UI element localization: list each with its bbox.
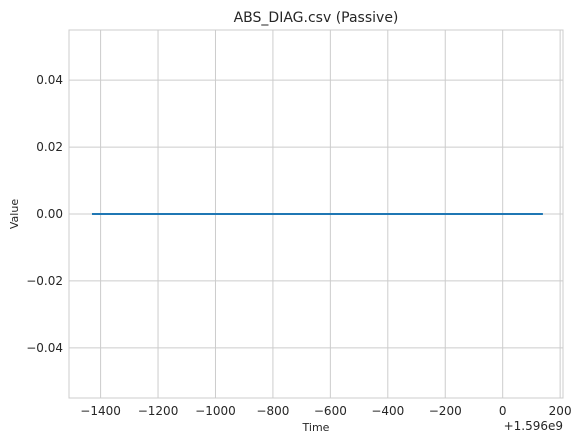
x-tick-label: −1400 bbox=[80, 404, 121, 418]
y-axis-label: Value bbox=[8, 199, 21, 229]
x-tick-label: −1200 bbox=[138, 404, 179, 418]
x-axis-ticks: −1400 −1200 −1000 −800 −600 −400 −200 0 200 bbox=[80, 404, 571, 418]
x-tick-label: −400 bbox=[371, 404, 404, 418]
chart-title: ABS_DIAG.csv (Passive) bbox=[234, 10, 399, 26]
plot-area bbox=[68, 29, 564, 399]
y-axis-ticks: −0.04 −0.02 0.00 0.02 0.04 bbox=[26, 73, 63, 355]
x-tick-label: −800 bbox=[256, 404, 289, 418]
y-tick-label: 0.02 bbox=[36, 140, 63, 154]
x-tick-label: 200 bbox=[549, 404, 572, 418]
y-tick-label: −0.04 bbox=[26, 341, 63, 355]
x-tick-label: −200 bbox=[429, 404, 462, 418]
y-tick-label: 0.04 bbox=[36, 73, 63, 87]
y-tick-label: 0.00 bbox=[36, 207, 63, 221]
x-tick-label: −1000 bbox=[195, 404, 236, 418]
x-axis-offset-label: +1.596e9 bbox=[504, 419, 563, 433]
x-tick-label: −600 bbox=[314, 404, 347, 418]
x-axis-label: Time bbox=[302, 421, 330, 434]
y-tick-label: −0.02 bbox=[26, 274, 63, 288]
x-tick-label: 0 bbox=[499, 404, 507, 418]
